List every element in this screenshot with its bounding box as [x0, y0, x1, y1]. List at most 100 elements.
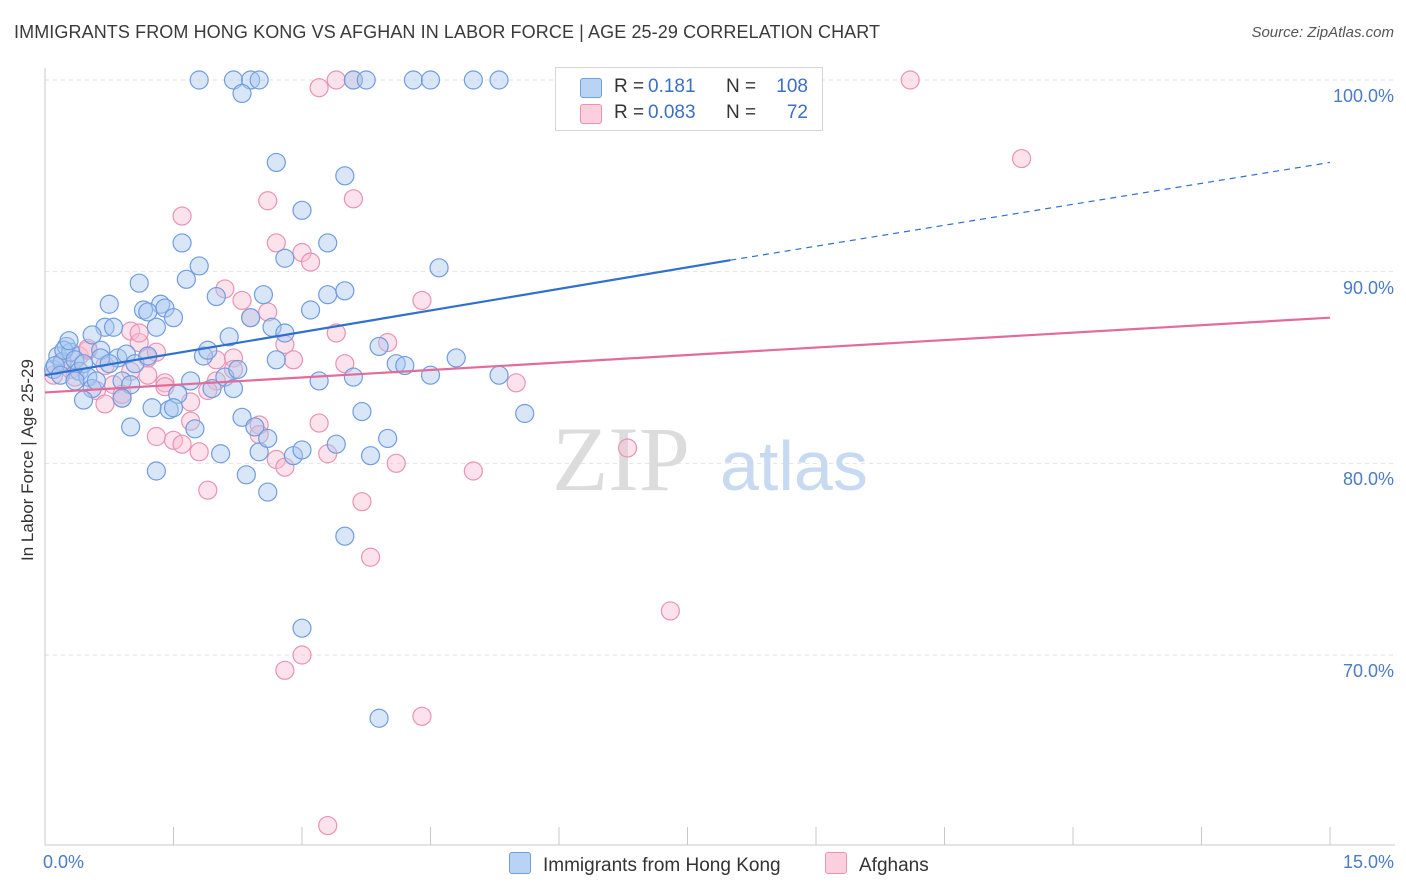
watermark: ZIP atlas — [552, 408, 868, 510]
legend-swatch-pink — [825, 852, 847, 874]
trend-lines — [44, 161, 1331, 394]
hong-kong-point — [189, 256, 209, 276]
hong-kong-point — [45, 355, 65, 376]
hong-kong-point — [429, 258, 449, 278]
hong-kong-point — [54, 340, 74, 360]
legend-swatch-blue — [509, 852, 531, 874]
hong-kong-point — [335, 526, 355, 546]
hong-kong-point — [202, 378, 222, 399]
afghans-point — [129, 323, 149, 343]
grid-lines — [45, 79, 1395, 656]
hong-kong-point — [163, 308, 184, 328]
afghans-point — [326, 323, 346, 343]
hong-kong-point — [292, 440, 312, 460]
afghans-point — [275, 660, 295, 680]
hong-kong-point — [73, 390, 94, 410]
x-tick-max: 15.0% — [1342, 852, 1394, 872]
stats-row-afghans: R = 0.083 N = 72 — [556, 101, 822, 127]
afghans-trend-line — [44, 316, 1331, 394]
hong-kong-point — [326, 434, 346, 454]
hong-kong-point — [103, 317, 124, 337]
hong-kong-point — [172, 233, 192, 253]
legend-item-hong-kong[interactable]: Immigrants from Hong Kong — [509, 852, 781, 877]
hong-kong-point — [245, 417, 265, 437]
hong-kong-point — [515, 403, 535, 424]
y-tick-label: 90.0% — [1342, 277, 1394, 298]
afghans-point — [198, 480, 218, 500]
stats-swatch-pink — [580, 104, 602, 124]
afghans-points — [43, 70, 1032, 836]
hong-kong-point — [292, 200, 312, 220]
afghans-point — [223, 348, 244, 368]
afghans-point — [386, 453, 406, 473]
y-tick-label: 70.0% — [1342, 661, 1394, 681]
hong-kong-point — [318, 285, 338, 305]
legend-label: Immigrants from Hong Kong — [543, 855, 781, 876]
afghans-point — [412, 706, 432, 726]
r-value: 0.181 — [648, 76, 696, 97]
legend-item-afghans[interactable]: Afghans — [825, 852, 929, 877]
afghans-point — [335, 354, 355, 374]
hong-kong-point — [335, 166, 355, 186]
correlation-stats-box: R = 0.181 N = 108 R = 0.083 N = 72 — [555, 67, 823, 131]
source-label: Source: ZipAtlas.com — [1251, 24, 1394, 41]
hong-kong-point — [112, 388, 132, 408]
hong-kong-point — [232, 83, 252, 104]
watermark-zip: ZIP — [552, 408, 690, 510]
hong-kong-trend-extension — [730, 161, 1331, 261]
hong-kong-point — [223, 70, 244, 90]
n-label: N = — [726, 76, 757, 97]
hong-kong-point — [223, 378, 244, 399]
hong-kong-point — [335, 281, 355, 301]
x-tick-min: 0.0% — [43, 852, 85, 872]
hong-kong-point — [206, 286, 226, 307]
hong-kong-point — [121, 375, 141, 395]
afghans-point — [232, 290, 252, 311]
hong-kong-point — [266, 350, 286, 370]
legend-label: Afghans — [859, 855, 929, 876]
hong-kong-point — [59, 331, 79, 351]
hong-kong-point — [228, 359, 248, 380]
stats-row-hong-kong: R = 0.181 N = 108 — [556, 75, 822, 101]
hong-kong-point — [378, 428, 398, 449]
hong-kong-point — [258, 428, 278, 449]
hong-kong-points — [43, 70, 578, 728]
afghans-point — [360, 547, 381, 567]
afghans-point — [172, 206, 192, 226]
hong-kong-point — [360, 446, 381, 466]
hong-kong-point — [369, 336, 389, 357]
hong-kong-point — [489, 70, 509, 90]
afghans-point — [309, 78, 329, 98]
hong-kong-point — [275, 248, 295, 268]
n-value: 108 — [776, 76, 808, 97]
hong-kong-point — [91, 340, 111, 360]
watermark-atlas: atlas — [720, 427, 868, 505]
hong-kong-point — [146, 461, 166, 481]
y-tick-label: 100.0% — [1332, 86, 1394, 106]
hong-kong-point — [146, 317, 166, 337]
hong-kong-point — [65, 371, 85, 391]
hong-kong-point — [249, 70, 269, 90]
hong-kong-point — [249, 442, 269, 462]
hong-kong-point — [343, 367, 363, 387]
afghans-point — [172, 434, 192, 454]
chart-title: IMMIGRANTS FROM HONG KONG VS AFGHAN IN L… — [14, 22, 881, 42]
afghans-point — [292, 645, 312, 665]
hong-kong-point — [232, 407, 252, 427]
afghans-point — [660, 601, 680, 621]
afghans-point — [326, 70, 346, 90]
afghans-point — [300, 252, 321, 272]
afghans-point — [318, 815, 338, 836]
hong-kong-point — [198, 340, 218, 360]
hong-kong-point — [176, 269, 196, 289]
r-label: R = — [614, 76, 645, 97]
afghans-point — [258, 191, 278, 211]
hong-kong-point — [309, 371, 329, 391]
afghans-point — [309, 413, 329, 433]
n-value: 72 — [786, 102, 808, 123]
hong-kong-point — [121, 417, 141, 437]
hong-kong-point — [241, 308, 261, 328]
n-label: N = — [726, 102, 757, 123]
hong-kong-point — [489, 365, 509, 385]
